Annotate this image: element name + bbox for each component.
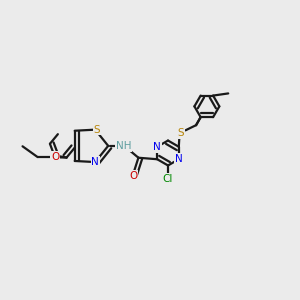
Text: N: N: [91, 157, 99, 167]
Text: O: O: [51, 152, 59, 162]
Text: S: S: [93, 125, 100, 135]
Text: N: N: [175, 154, 183, 164]
Text: O: O: [129, 171, 137, 181]
Text: S: S: [178, 128, 184, 138]
Text: Cl: Cl: [163, 174, 173, 184]
Text: NH: NH: [116, 141, 131, 151]
Text: N: N: [153, 142, 161, 152]
